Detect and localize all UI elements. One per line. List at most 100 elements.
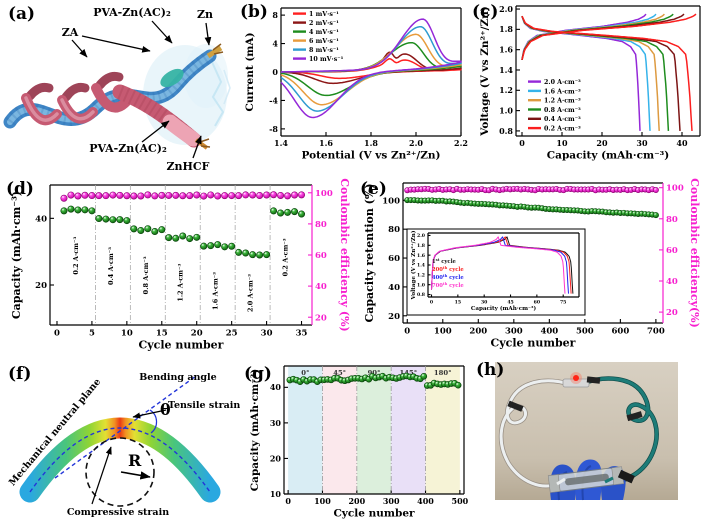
cathode-helix-front [91, 83, 131, 113]
spark-streak [223, 69, 231, 105]
svg-text:Capacity (mAh·cm⁻³): Capacity (mAh·cm⁻³) [10, 191, 23, 319]
svg-text:75: 75 [560, 300, 566, 306]
svg-text:1.0: 1.0 [417, 282, 425, 288]
red-led [573, 375, 579, 381]
black-connector [617, 469, 635, 484]
za-coating [160, 68, 184, 88]
svg-text:300: 300 [383, 496, 400, 506]
black-clips [507, 376, 643, 422]
bend-radius-circle [85, 437, 155, 507]
svg-text:Cycle number: Cycle number [139, 339, 224, 352]
svg-text:700: 700 [647, 327, 665, 337]
label-compressive: Compressive strain [67, 507, 169, 518]
teal-wire [580, 376, 659, 484]
svg-text:Potential (V vs Zn²⁺/Zn): Potential (V vs Zn²⁺/Zn) [301, 150, 440, 162]
svg-text:600: 600 [612, 327, 630, 337]
svg-text:35: 35 [296, 329, 308, 339]
svg-text:10 mV·s⁻¹: 10 mV·s⁻¹ [309, 56, 344, 63]
svg-text:4 mV·s⁻¹: 4 mV·s⁻¹ [309, 29, 339, 36]
svg-text:1.4: 1.4 [274, 138, 288, 148]
svg-text:0°: 0° [301, 369, 309, 377]
label-tensile: Tensile strain [168, 400, 240, 411]
svg-text:0.8 A·cm⁻³: 0.8 A·cm⁻³ [544, 107, 581, 114]
svg-text:1.6: 1.6 [417, 253, 425, 259]
svg-text:Coulombic efficiency (%): Coulombic efficiency (%) [338, 178, 351, 332]
svg-text:1.8: 1.8 [499, 24, 513, 34]
svg-text:20: 20 [596, 138, 608, 148]
panel-d-rate: 0 5 10 15 20 25 30 35 20 40 20 40 60 80 100 Coulombic e… [0, 175, 355, 360]
svg-text:300: 300 [505, 327, 523, 337]
svg-text:20: 20 [388, 312, 400, 322]
spark-streak [211, 61, 225, 127]
svg-text:8 mV·s⁻¹: 8 mV·s⁻¹ [309, 47, 339, 54]
cv-chart: 1.4 1.6 1.8 2.0 2.2 -8 -4 0 4 8 Potential (V vs Zn… [244, 7, 468, 162]
svg-text:80: 80 [315, 220, 327, 230]
svg-text:-8: -8 [269, 124, 278, 134]
panel-letter-g: (g) [244, 364, 272, 384]
zn-wire-tip [206, 45, 223, 59]
svg-text:1.4: 1.4 [499, 65, 513, 75]
svg-text:1.6 A·cm⁻³: 1.6 A·cm⁻³ [212, 272, 220, 310]
rate-capability-chart: 0 5 10 15 20 25 30 35 20 40 20 40 60 80 100 Coulombic e… [10, 178, 351, 352]
svg-text:20: 20 [666, 308, 678, 318]
label-za: ZA [62, 26, 79, 39]
svg-text:1.4: 1.4 [417, 263, 426, 269]
compressive-arrow [91, 446, 112, 505]
svg-text:100: 100 [314, 496, 331, 506]
svg-text:1.8: 1.8 [417, 243, 425, 249]
panel-letter-c: (c) [472, 2, 499, 22]
panel-letter-e: (e) [360, 179, 387, 199]
svg-text:500: 500 [452, 496, 469, 506]
tensile-arrow [132, 409, 167, 419]
panel-letter-d: (d) [6, 179, 34, 199]
tangent-line [54, 375, 197, 479]
zn-wire-strands [212, 43, 224, 55]
svg-text:30: 30 [636, 138, 648, 148]
svg-text:2 mV·s⁻¹: 2 mV·s⁻¹ [309, 20, 339, 27]
panel-e-cycling: 0 100 200 300 400 500 600 700 20 40 60 80 100 20 40 60 8… [355, 175, 708, 360]
svg-text:180°: 180° [434, 369, 452, 377]
helix-highlight [24, 96, 95, 122]
svg-text:1.2 A·cm⁻³: 1.2 A·cm⁻³ [177, 264, 185, 302]
cathode-helix-back [61, 82, 90, 102]
neutral-plane-curve [29, 427, 211, 493]
svg-text:45°: 45° [333, 369, 346, 377]
svg-text:40: 40 [35, 214, 47, 224]
svg-text:60: 60 [315, 251, 327, 261]
panel-letter-h: (h) [476, 360, 505, 380]
svg-text:0: 0 [54, 329, 60, 339]
svg-text:2.0: 2.0 [417, 233, 425, 239]
device-photo [495, 362, 678, 501]
svg-text:1st cycle: 1st cycle [432, 257, 457, 265]
svg-text:10: 10 [556, 138, 568, 148]
svg-text:1.6: 1.6 [319, 138, 333, 148]
bending-cycle-chart: 0 100 200 300 400 500 10 20 30 40 Cycle number Capa… [249, 365, 469, 520]
svg-text:2.0 A·cm⁻³: 2.0 A·cm⁻³ [544, 79, 581, 86]
svg-text:1.8: 1.8 [364, 138, 378, 148]
label-pva-top: PVA-Zn(AC)₂ [93, 6, 171, 19]
inset-gcd: 0 15 30 45 60 75 0.8 1.0 1.2 1.4 1.6 1.8 2.0 Capacity… [406, 228, 586, 316]
svg-text:1 mV·s⁻¹: 1 mV·s⁻¹ [309, 11, 339, 18]
svg-text:30: 30 [261, 329, 273, 339]
white-wire [499, 379, 573, 488]
label-bending-angle: Bending angle [139, 372, 216, 383]
svg-text:90°: 90° [368, 369, 381, 377]
svg-text:2.0: 2.0 [409, 138, 423, 148]
svg-text:200: 200 [348, 496, 365, 506]
svg-text:40: 40 [388, 283, 400, 293]
znhcf-coating [162, 114, 201, 147]
svg-text:100: 100 [434, 327, 452, 337]
svg-text:20: 20 [270, 453, 282, 463]
svg-text:-4: -4 [269, 95, 278, 105]
panel-letter-a: (a) [8, 4, 36, 24]
fiber-battery-schematic: ZA PVA-Zn(AC)₂ Zn PVA-Zn(AC)₂ ZnHCF [3, 6, 231, 173]
cathode-helix-back [95, 71, 124, 90]
svg-text:4: 4 [272, 38, 278, 48]
svg-text:200: 200 [469, 327, 487, 337]
svg-text:25: 25 [226, 329, 238, 339]
svg-text:5: 5 [89, 329, 95, 339]
svg-text:60: 60 [534, 300, 540, 306]
svg-text:45: 45 [507, 300, 513, 306]
label-zn: Zn [197, 8, 213, 21]
